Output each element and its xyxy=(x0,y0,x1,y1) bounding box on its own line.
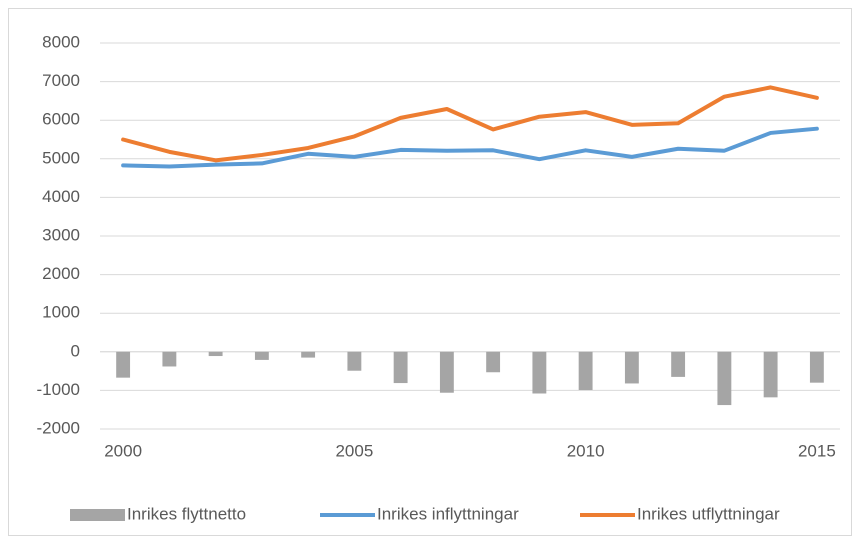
y-tick-label: 5000 xyxy=(42,148,80,167)
bar xyxy=(301,351,316,358)
x-tick-label: 2015 xyxy=(798,441,836,460)
bar xyxy=(809,351,824,383)
bar xyxy=(763,351,778,398)
line xyxy=(121,85,819,163)
bar xyxy=(116,351,131,378)
y-tick-label: 8000 xyxy=(42,32,80,51)
y-tick-label: 1000 xyxy=(42,303,80,322)
legend-label: Inrikes utflyttningar xyxy=(637,504,780,523)
y-tick-label: 6000 xyxy=(42,110,80,129)
y-tick-label: -2000 xyxy=(37,418,80,437)
bar xyxy=(671,351,686,377)
y-tick-label: 4000 xyxy=(42,187,80,206)
bar xyxy=(717,351,732,406)
x-tick-label: 2005 xyxy=(335,441,373,460)
bar xyxy=(532,351,547,394)
bar xyxy=(254,351,269,360)
bar xyxy=(578,351,593,391)
y-tick-label: 2000 xyxy=(42,264,80,283)
y-tick-label: 0 xyxy=(71,341,80,360)
bar xyxy=(208,351,223,357)
bar xyxy=(486,351,501,373)
line xyxy=(121,126,819,169)
x-tick-label: 2000 xyxy=(104,441,142,460)
legend-swatch xyxy=(70,509,125,521)
y-tick-label: 3000 xyxy=(42,225,80,244)
legend-label: Inrikes inflyttningar xyxy=(377,504,519,523)
bar xyxy=(347,351,362,371)
legend-label: Inrikes flyttnetto xyxy=(127,504,246,523)
x-tick-label: 2010 xyxy=(567,441,605,460)
bar xyxy=(162,351,177,367)
bar xyxy=(393,351,408,384)
bar xyxy=(624,351,639,384)
chart-border xyxy=(8,8,852,536)
y-tick-label: 7000 xyxy=(42,71,80,90)
y-tick-label: -1000 xyxy=(37,380,80,399)
bar xyxy=(439,351,454,393)
